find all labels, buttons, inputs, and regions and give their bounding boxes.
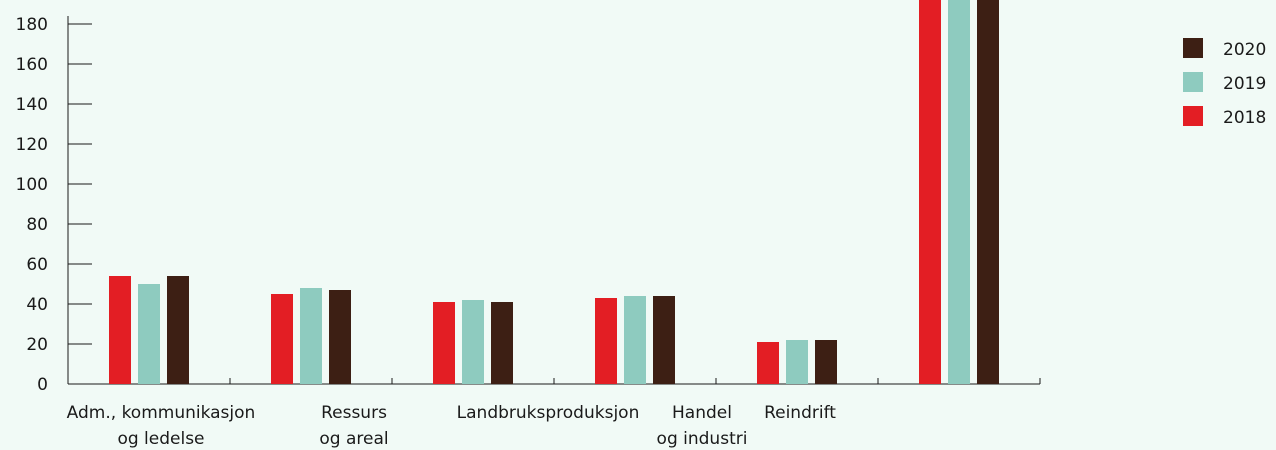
bar-2019: [462, 300, 484, 384]
legend-swatch-2019: [1183, 72, 1203, 92]
bar-2019: [786, 340, 808, 384]
y-tick-label: 60: [26, 255, 48, 275]
bar-2019: [138, 284, 160, 384]
x-category-label: Adm., kommunikasjon: [67, 403, 256, 423]
bar-2020: [491, 302, 513, 384]
legend-label: 2020: [1223, 40, 1266, 60]
y-tick-label: 120: [16, 135, 48, 155]
legend: 2020 2019 2018: [1183, 38, 1266, 128]
y-tick-label: 180: [16, 15, 48, 35]
legend-swatch-2018: [1183, 106, 1203, 126]
x-axis: [68, 378, 1041, 385]
y-tick-label: 40: [26, 295, 48, 315]
bar-2020: [329, 290, 351, 384]
x-category-label: Ressurs: [321, 403, 387, 423]
y-tick-label: 80: [26, 215, 48, 235]
y-tick-label: 20: [26, 335, 48, 355]
bar-2018: [433, 302, 455, 384]
category-labels: Adm., kommunikasjon og ledelse Ressurs og a…: [67, 403, 837, 449]
bars: [109, 0, 999, 384]
y-tick-label: 140: [16, 95, 48, 115]
legend-label: 2018: [1223, 108, 1266, 128]
bar-2018: [271, 294, 293, 384]
x-category-label: Reindrift: [764, 403, 836, 423]
x-category-label: Handel: [672, 403, 732, 423]
bar-2020: [977, 0, 999, 384]
bar-2019: [948, 0, 970, 384]
x-category-label: og ledelse: [117, 429, 204, 449]
bar-2018: [919, 0, 941, 384]
bar-2020: [653, 296, 675, 384]
x-category-label: Landbruksproduksjon: [457, 403, 640, 423]
bar-2018: [757, 342, 779, 384]
x-category-label: og areal: [319, 429, 388, 449]
x-category-label: og industri: [657, 429, 748, 449]
y-tick-label: 0: [37, 375, 48, 395]
bar-2020: [815, 340, 837, 384]
legend-swatch-2020: [1183, 38, 1203, 58]
y-axis: 0 20 40 60 80 100 120 140 160 180: [16, 15, 92, 395]
y-tick-label: 160: [16, 55, 48, 75]
legend-label: 2019: [1223, 74, 1266, 94]
bar-2018: [595, 298, 617, 384]
bar-2020: [167, 276, 189, 384]
y-tick-label: 100: [16, 175, 48, 195]
bar-2018: [109, 276, 131, 384]
bar-2019: [624, 296, 646, 384]
bar-2019: [300, 288, 322, 384]
